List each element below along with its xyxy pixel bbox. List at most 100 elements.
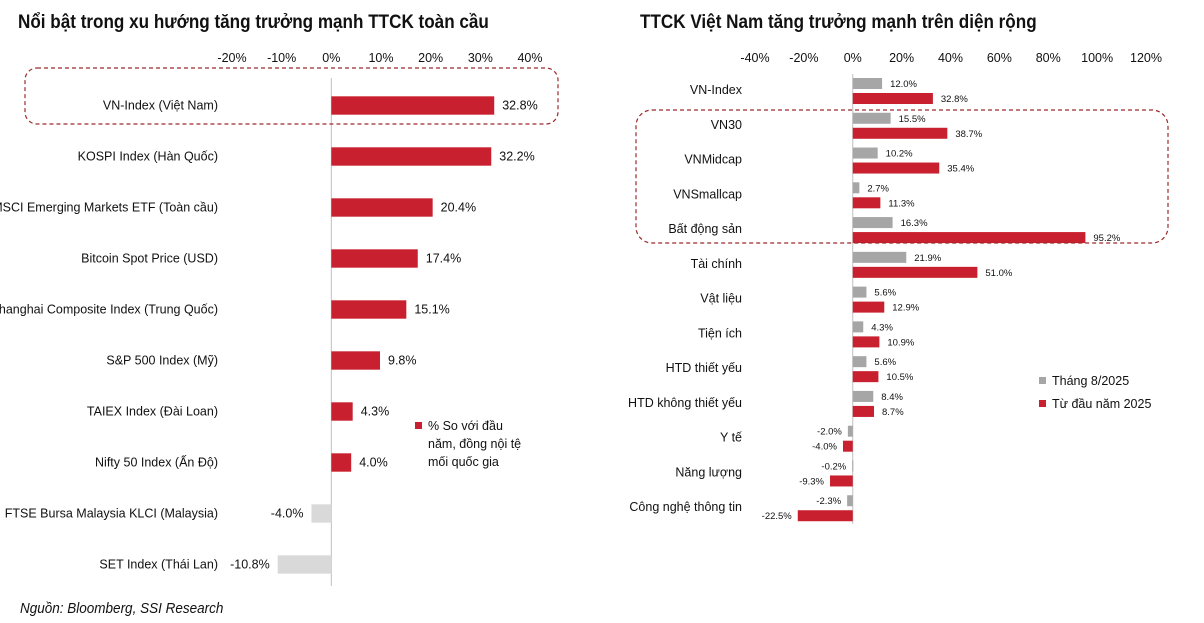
right-bar bbox=[852, 112, 891, 124]
right-bar bbox=[852, 251, 907, 263]
right-category-label: Công nghệ thông tin bbox=[629, 500, 742, 514]
left-x-tick-label: -20% bbox=[217, 51, 246, 65]
left-category-label: S&P 500 Index (Mỹ) bbox=[106, 354, 218, 368]
right-value-label: 95.2% bbox=[1093, 233, 1120, 244]
right-bar bbox=[852, 147, 878, 159]
right-value-label: 15.5% bbox=[899, 114, 926, 125]
left-value-label: 17.4% bbox=[426, 252, 461, 266]
left-x-tick-label: 10% bbox=[368, 51, 393, 65]
left-bar bbox=[277, 555, 332, 574]
right-bar bbox=[852, 266, 978, 278]
right-category-label: Y tế bbox=[720, 431, 742, 445]
right-category-label: Vật liệu bbox=[700, 292, 742, 306]
right-bar bbox=[852, 217, 893, 229]
right-bar bbox=[847, 425, 853, 437]
right-value-label: 38.7% bbox=[955, 129, 982, 140]
left-value-label: 9.8% bbox=[388, 354, 417, 368]
left-value-label: -10.8% bbox=[230, 558, 270, 572]
left-x-tick-label: 30% bbox=[468, 51, 493, 65]
right-value-label: 32.8% bbox=[941, 94, 968, 105]
right-category-label: HTD không thiết yếu bbox=[628, 396, 742, 410]
left-value-label: -4.0% bbox=[271, 507, 304, 521]
right-value-label: -9.3% bbox=[799, 476, 824, 487]
left-category-label: Shanghai Composite Index (Trung Quốc) bbox=[0, 303, 218, 317]
right-value-label: 10.9% bbox=[887, 337, 914, 348]
left-legend-label: năm, đồng nội tệ bbox=[428, 437, 521, 451]
right-bar bbox=[852, 93, 933, 104]
right-value-label: 21.9% bbox=[914, 253, 941, 264]
right-bar bbox=[852, 162, 940, 174]
left-value-label: 4.0% bbox=[359, 456, 388, 470]
right-bar-chart: -40% -20% 0% 20% 40% 60% 80% 100% 120% VN-Index 12… bbox=[628, 51, 1169, 524]
right-x-tick-label: -40% bbox=[740, 51, 769, 65]
right-bar bbox=[852, 460, 854, 472]
left-bar bbox=[331, 249, 418, 268]
right-bar bbox=[852, 371, 879, 383]
right-x-tick-label: -20% bbox=[789, 51, 818, 65]
left-x-tick-label: 40% bbox=[517, 51, 542, 65]
left-bar bbox=[331, 300, 407, 319]
left-bar bbox=[331, 198, 433, 217]
left-category-label: TAIEX Index (Đài Loan) bbox=[87, 405, 218, 419]
left-chart-title: Nổi bật trong xu hướng tăng trưởng mạnh … bbox=[18, 12, 489, 33]
right-x-tick-label: 60% bbox=[987, 51, 1012, 65]
left-value-label: 4.3% bbox=[361, 405, 390, 419]
left-bar bbox=[331, 453, 352, 472]
left-highlight-box bbox=[24, 67, 559, 125]
left-bar bbox=[331, 402, 353, 421]
left-category-label: VN-Index (Việt Nam) bbox=[103, 99, 218, 113]
left-bar bbox=[311, 504, 332, 523]
right-legend-swatch-1 bbox=[1039, 377, 1046, 384]
right-bar bbox=[852, 356, 867, 368]
right-value-label: 8.7% bbox=[882, 407, 904, 418]
right-x-tick-label: 80% bbox=[1036, 51, 1061, 65]
left-category-label: FTSE Bursa Malaysia KLCI (Malaysia) bbox=[5, 507, 218, 521]
left-x-tick-label: 20% bbox=[418, 51, 443, 65]
right-bar bbox=[797, 510, 853, 522]
left-category-label: SET Index (Thái Lan) bbox=[99, 558, 218, 572]
left-legend-label: % So với đầu bbox=[428, 419, 503, 433]
right-highlight-box bbox=[635, 109, 1169, 244]
right-category-label: VN-Index bbox=[690, 83, 743, 97]
right-value-label: 16.3% bbox=[901, 218, 928, 229]
right-x-tick-label: 120% bbox=[1130, 51, 1162, 65]
right-bar bbox=[852, 127, 948, 139]
left-x-tick-label: 0% bbox=[322, 51, 340, 65]
right-bar bbox=[852, 321, 864, 333]
right-x-tick-label: 100% bbox=[1081, 51, 1113, 65]
left-legend-label: mối quốc gia bbox=[428, 455, 499, 469]
left-legend-swatch bbox=[415, 422, 422, 429]
left-bar bbox=[331, 351, 381, 370]
right-value-label: 12.9% bbox=[892, 303, 919, 314]
left-category-label: MSCI Emerging Markets ETF (Toàn cầu) bbox=[0, 201, 218, 215]
right-value-label: 35.4% bbox=[947, 164, 974, 175]
left-value-label: 32.2% bbox=[499, 150, 534, 164]
right-chart-title: TTCK Việt Nam tăng trưởng mạnh trên diện… bbox=[640, 12, 1037, 33]
right-bar bbox=[852, 182, 860, 194]
right-value-label: 12.0% bbox=[890, 79, 917, 90]
right-bar bbox=[852, 286, 867, 298]
right-category-label: Bất động sản bbox=[668, 222, 742, 236]
left-category-label: Nifty 50 Index (Ấn Độ) bbox=[95, 455, 218, 470]
right-value-label: 8.4% bbox=[881, 392, 903, 403]
right-legend-swatch-2 bbox=[1039, 400, 1046, 407]
right-value-label: 10.2% bbox=[886, 149, 913, 160]
right-category-label: Tiện ích bbox=[698, 326, 742, 340]
right-bar bbox=[852, 405, 875, 417]
right-value-label: -0.2% bbox=[821, 461, 846, 472]
right-category-label: VNSmallcap bbox=[673, 187, 742, 201]
left-category-label: Bitcoin Spot Price (USD) bbox=[81, 252, 218, 266]
right-bar bbox=[842, 440, 853, 452]
right-bar bbox=[852, 336, 880, 348]
right-bar bbox=[852, 78, 883, 89]
left-value-label: 32.8% bbox=[502, 99, 537, 113]
right-legend-label-1: Tháng 8/2025 bbox=[1052, 374, 1129, 388]
right-value-label: 5.6% bbox=[874, 357, 896, 368]
right-value-label: -4.0% bbox=[812, 442, 837, 453]
left-bar bbox=[331, 147, 492, 166]
source-note: Nguồn: Bloomberg, SSI Research bbox=[20, 600, 224, 617]
right-value-label: -2.0% bbox=[817, 427, 842, 438]
right-bar bbox=[847, 495, 853, 507]
right-category-label: Năng lượng bbox=[675, 465, 742, 479]
left-x-tick-label: -10% bbox=[267, 51, 296, 65]
